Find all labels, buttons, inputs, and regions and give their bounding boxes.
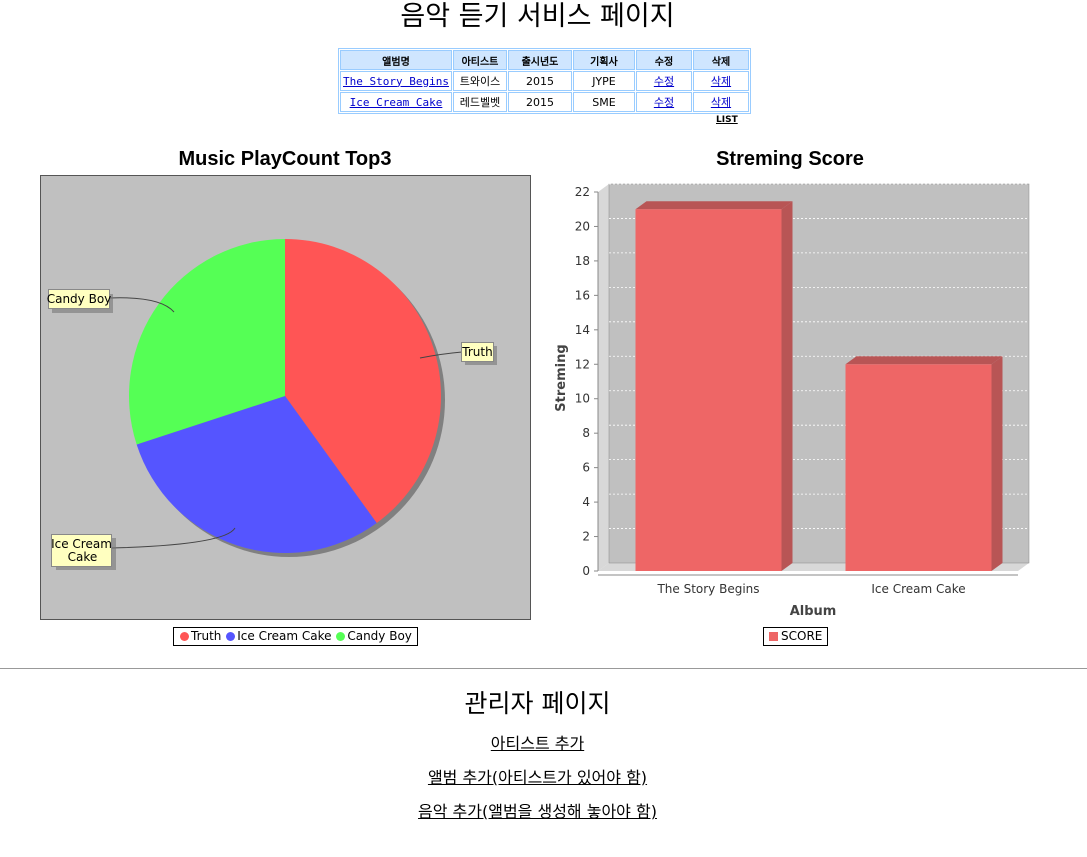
album-link[interactable]: The Story Begins [343,74,449,88]
bar-chart-title: Streming Score [716,148,864,170]
list-link[interactable]: LIST [716,115,738,125]
agency-cell: JYPE [572,71,635,91]
edit-cell[interactable]: 수정 [635,92,692,112]
bar-plot-area: 0 2 4 6 8 10 12 14 16 18 20 22 The Story Begins Ice C… [575,183,1030,596]
legend-ice-cream-cake-dot-icon [226,632,236,641]
column-header-agency: 기획사 [572,50,635,70]
artist-cell: 트와이스 [452,71,507,91]
plot-side-wall [598,184,609,571]
pie-chart: Truth Candy Boy Ice Cream Cake [40,175,531,620]
album-link[interactable]: Ice Cream Cake [349,95,443,109]
y-tick-label: 22 [575,185,590,199]
column-header-delete: 삭제 [692,50,749,70]
pie-legend: Truth Ice Cream Cake Candy Boy [173,627,418,646]
y-tick-label: 20 [575,219,590,233]
column-header-artist: 아티스트 [452,50,507,70]
y-tick-label: 16 [575,288,590,302]
x-tick-label: Ice Cream Cake [871,582,965,596]
x-tick-label: The Story Begins [656,582,759,596]
agency-cell: SME [572,92,635,112]
album-name-link[interactable]: The Story Begins [340,71,452,91]
year-cell: 2015 [507,71,572,91]
bar-side [781,201,793,571]
legend-score-square-icon [769,632,778,641]
artist-cell: 레드벨벳 [452,92,507,112]
edit-link[interactable]: 수정 [653,75,675,88]
y-tick-label: 12 [575,357,590,371]
delete-link[interactable]: 삭제 [710,75,732,88]
legend-ice-cream-cake: Ice Cream Cake [237,629,332,643]
pie-callout-truth: Truth [419,342,497,365]
pie-callout-ice-cream-cake: Ice Cream Cake [51,527,236,570]
album-name-link[interactable]: Ice Cream Cake [340,92,452,112]
y-tick-label: 0 [582,564,590,578]
legend-score: SCORE [781,629,823,643]
add-album-link[interactable]: 앨범 추가(아티스트가 있어야 함) [427,768,648,787]
legend-truth: Truth [191,629,222,643]
y-tick-label: 14 [575,323,590,337]
table-row: Ice Cream Cake 레드벨벳 2015 SME 수정 삭제 [340,92,749,112]
y-tick-label: 10 [575,392,590,406]
pie-slice-candy-boy [129,239,285,445]
add-artist-link[interactable]: 아티스트 추가 [490,734,585,753]
column-header-album: 앨범명 [340,50,452,70]
pie-callout-candy-boy: Candy Boy [47,289,175,313]
y-tick-label: 8 [582,426,590,440]
edit-link[interactable]: 수정 [653,96,675,109]
y-tick-label: 2 [582,530,590,544]
bar-ice-cream-cake [845,364,992,571]
x-axis-title: Album [790,604,837,619]
legend-truth-dot-icon [180,632,189,641]
delete-cell[interactable]: 삭제 [692,71,749,91]
admin-link-row: 앨범 추가(아티스트가 있어야 함) [0,764,1075,788]
y-tick-label: 6 [582,461,590,475]
callout-truth-label: Truth [461,345,492,359]
bar-legend: SCORE [763,627,829,646]
bar-top [845,356,1003,365]
year-cell: 2015 [507,92,572,112]
legend-candy-boy-dot-icon [336,632,346,641]
bar-the-story-begins [635,209,782,571]
column-header-year: 출시년도 [507,50,572,70]
admin-link-row: 아티스트 추가 [0,730,1075,754]
callout-ice-cream-line2: Cake [68,550,98,564]
edit-cell[interactable]: 수정 [635,71,692,91]
add-music-link[interactable]: 음악 추가(앨범을 생성해 놓아야 함) [418,802,657,821]
section-divider [0,668,1087,669]
pie-slice-truth [285,239,441,524]
y-tick-label: 18 [575,254,590,268]
table-header-row: 앨범명 아티스트 출시년도 기획사 수정 삭제 [340,50,749,70]
album-table: 앨범명 아티스트 출시년도 기획사 수정 삭제 The Story Begins… [338,48,751,114]
callout-ice-cream-line1: Ice Cream [51,537,112,551]
y-tick-label: 4 [582,495,590,509]
bar-top [635,201,793,210]
legend-candy-boy: Candy Boy [347,629,412,643]
column-header-edit: 수정 [635,50,692,70]
table-row: The Story Begins 트와이스 2015 JYPE 수정 삭제 [340,71,749,91]
delete-cell[interactable]: 삭제 [692,92,749,112]
pie-slice-ice-cream-cake [136,396,377,553]
delete-link[interactable]: 삭제 [710,96,732,109]
bar-chart: 0 2 4 6 8 10 12 14 16 18 20 22 The Story Begins Ice C… [554,183,1030,619]
y-axis-title: Streming [554,344,569,411]
pie-slices [129,239,445,557]
admin-link-row: 음악 추가(앨범을 생성해 놓아야 함) [0,798,1075,822]
callout-candy-boy-label: Candy Boy [47,292,112,306]
admin-title: 관리자 페이지 [464,689,611,718]
pie-chart-title: Music PlayCount Top3 [178,148,392,170]
page-title: 음악 듣기 서비스 페이지 [400,1,675,32]
bar-side [991,356,1003,571]
